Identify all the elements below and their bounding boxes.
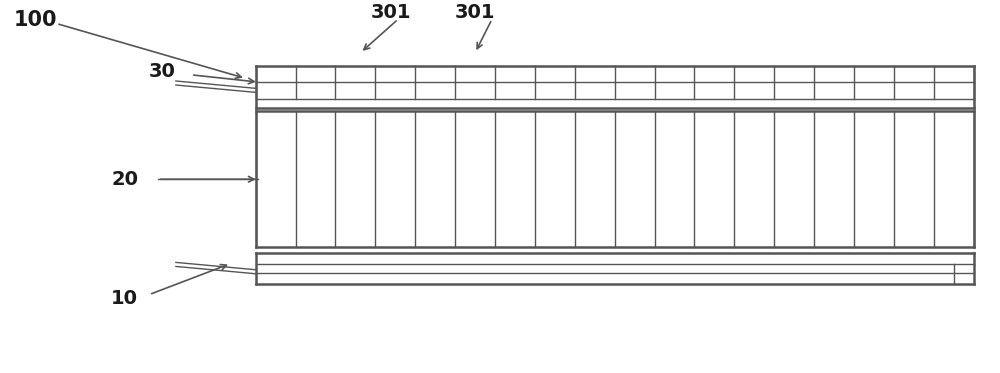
Text: 30: 30 [149, 62, 176, 81]
Text: 100: 100 [13, 10, 57, 30]
Text: 301: 301 [370, 3, 411, 22]
Text: 10: 10 [111, 289, 138, 308]
Text: 20: 20 [111, 170, 138, 189]
Text: 301: 301 [455, 3, 496, 22]
